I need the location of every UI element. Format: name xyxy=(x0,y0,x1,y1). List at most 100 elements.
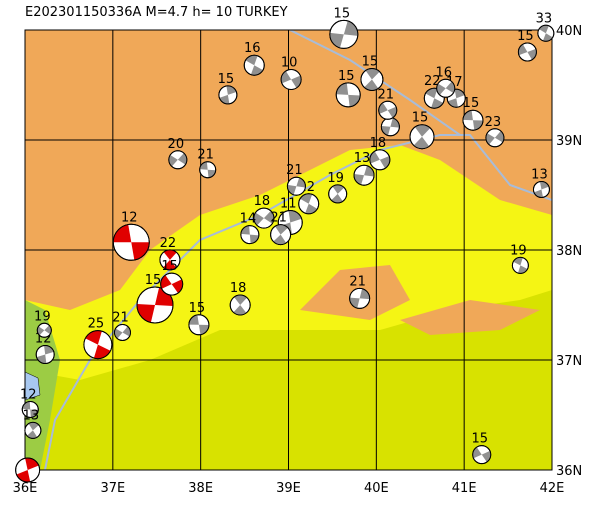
depth-label: 14 xyxy=(240,212,257,227)
ball-outline xyxy=(369,149,391,171)
ball-outline xyxy=(243,54,265,76)
ball-outline xyxy=(253,207,275,229)
quadrant xyxy=(481,450,491,463)
beachball xyxy=(436,78,456,98)
ball-outline xyxy=(136,286,174,324)
lon-label: 41E xyxy=(452,481,477,496)
quadrant xyxy=(177,153,187,165)
quadrant xyxy=(378,102,388,114)
ball-outline xyxy=(286,176,306,196)
lon-label: 40E xyxy=(364,481,389,496)
quadrant xyxy=(44,325,52,335)
depth-label: 15 xyxy=(471,432,488,447)
quadrant xyxy=(219,94,230,104)
ball-outline xyxy=(329,19,359,49)
ball-outline xyxy=(112,223,150,261)
depth-label: 15 xyxy=(338,69,355,84)
ball-outline xyxy=(409,124,435,150)
quadrant xyxy=(329,32,344,48)
lon-label: 39E xyxy=(276,481,301,496)
quadrant xyxy=(207,169,216,178)
ball-outline xyxy=(21,401,39,418)
quadrant xyxy=(365,68,380,80)
lat-label: 36N xyxy=(556,464,582,479)
depth-label: 21 xyxy=(349,274,366,289)
lon-label: 38E xyxy=(188,481,213,496)
beachball xyxy=(160,272,184,296)
quadrant xyxy=(249,234,259,244)
quadrant xyxy=(381,125,391,136)
quadrant xyxy=(28,422,39,431)
quadrant xyxy=(348,94,361,107)
quadrant xyxy=(37,326,45,336)
quadrant xyxy=(160,275,172,289)
ball-outline xyxy=(511,256,529,274)
quadrant xyxy=(114,328,123,339)
quadrant xyxy=(332,184,345,194)
beachball xyxy=(409,124,435,150)
quadrant xyxy=(163,249,177,260)
beachball xyxy=(472,445,492,465)
quadrant xyxy=(154,287,173,307)
beachball xyxy=(462,109,484,131)
beachball xyxy=(517,42,537,62)
ball-outline xyxy=(188,314,210,336)
quadrant xyxy=(296,177,306,188)
beachball xyxy=(136,286,174,324)
quadrant xyxy=(354,173,365,185)
beachball xyxy=(21,401,39,418)
ball-outline xyxy=(446,88,466,108)
depth-label: 15 xyxy=(362,55,379,70)
beachball xyxy=(329,19,359,49)
beachball xyxy=(35,345,55,364)
beachball xyxy=(240,225,260,245)
quadrant xyxy=(494,130,504,143)
depth-label: 15 xyxy=(145,273,162,288)
ball-outline xyxy=(423,87,445,109)
depth-label: 21 xyxy=(286,163,303,178)
depth-label: 13 xyxy=(354,151,371,166)
beachball xyxy=(537,24,555,42)
ball-outline xyxy=(270,224,292,246)
depth-label: 16 xyxy=(435,65,452,80)
quadrant xyxy=(445,81,455,94)
quadrant xyxy=(364,165,375,177)
beachball xyxy=(188,314,210,336)
beachball xyxy=(286,176,306,196)
quadrant xyxy=(93,344,111,359)
depth-label: 12 xyxy=(20,388,37,403)
depth-label: 16 xyxy=(244,41,261,56)
beachball xyxy=(229,294,251,316)
depth-label: 20 xyxy=(168,137,185,152)
quadrant xyxy=(425,88,438,99)
depth-label: 15 xyxy=(412,111,429,126)
beachball xyxy=(380,117,400,137)
depth-label: 15 xyxy=(463,96,480,111)
ball-outline xyxy=(218,85,238,105)
ball-outline xyxy=(378,100,398,120)
depth-label: 15 xyxy=(517,29,534,44)
beachball xyxy=(360,68,384,91)
ball-outline xyxy=(517,42,537,62)
beachball xyxy=(369,149,391,171)
beachball xyxy=(532,181,550,198)
depth-label: 19 xyxy=(510,243,527,258)
beachball xyxy=(15,457,41,483)
quadrant xyxy=(288,210,302,223)
beachball xyxy=(243,54,265,76)
quadrant xyxy=(331,193,343,203)
lat-label: 38N xyxy=(556,244,582,259)
depth-label: 11 xyxy=(280,197,297,212)
depth-label: 21 xyxy=(377,87,394,102)
beachball xyxy=(36,322,52,338)
quadrant xyxy=(22,401,31,410)
ball-outline xyxy=(349,287,371,309)
quadrant xyxy=(85,330,102,345)
quadrant xyxy=(171,279,183,294)
depth-label: 25 xyxy=(88,317,105,332)
depth-label: 22 xyxy=(424,74,441,89)
quadrant xyxy=(349,297,360,309)
ball-outline xyxy=(159,249,181,271)
ball-outline xyxy=(160,272,184,296)
